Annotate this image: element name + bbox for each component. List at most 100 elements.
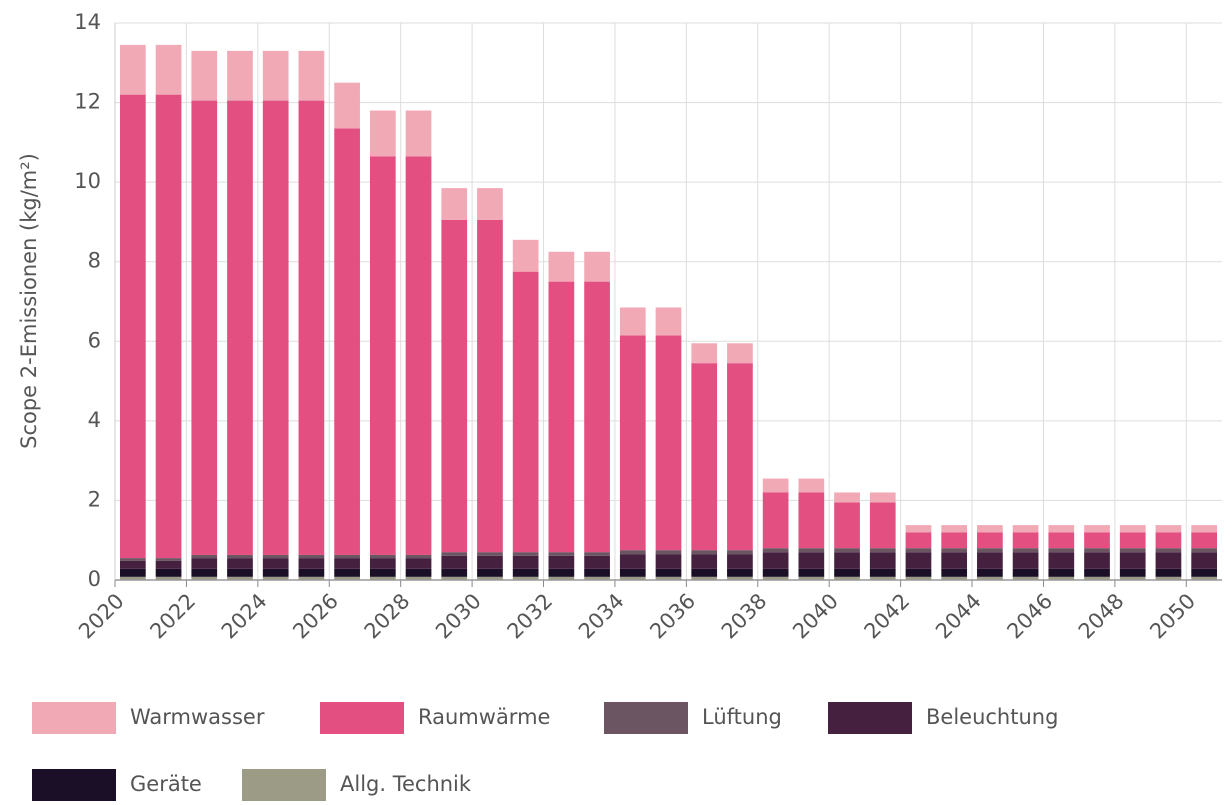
bar-segment [905, 568, 932, 577]
bar-segment [655, 576, 682, 580]
bar-segment [262, 568, 289, 577]
legend-label: Geräte [130, 772, 202, 796]
bar-segment [977, 568, 1003, 577]
bar-segment [834, 568, 860, 577]
bar-segment [262, 576, 289, 580]
bar-segment [477, 568, 503, 577]
bar-segment [369, 576, 396, 580]
bar-segment [191, 576, 218, 580]
bar-segment [905, 552, 932, 569]
bar-segment [369, 568, 396, 577]
x-tick-label: 2022 [145, 589, 200, 644]
bar-segment [262, 554, 289, 559]
x-tick-label: 2032 [503, 589, 558, 644]
bar-segment [119, 560, 146, 569]
bar-segment [762, 492, 789, 549]
bar-segment [227, 558, 253, 569]
bar-segment [941, 532, 968, 549]
legend-swatch [828, 702, 912, 734]
bar-segment [584, 576, 610, 580]
bar-segment [584, 251, 610, 282]
bar-segment [298, 100, 325, 555]
bar-segment [298, 558, 325, 569]
bar-segment [1048, 525, 1075, 533]
x-tick-label: 2024 [217, 589, 272, 644]
bar-segment [441, 188, 468, 220]
bar-segment [334, 82, 360, 129]
bar-segment [905, 576, 932, 580]
bar-segment [869, 548, 896, 553]
bar-segment [298, 568, 325, 577]
y-tick-label: 8 [88, 249, 101, 273]
bar-segment [405, 576, 432, 580]
x-tick-label: 2028 [360, 589, 415, 644]
x-tick-label: 2050 [1145, 589, 1200, 644]
legend-swatch [242, 769, 326, 801]
bar-segment [369, 156, 396, 555]
bar-segment [441, 219, 468, 553]
bar-segment [727, 568, 753, 577]
bar-segment [119, 568, 146, 577]
bar-segment [548, 251, 575, 282]
bar-segment [869, 576, 896, 580]
bar-segment [227, 100, 253, 555]
bar-segment [298, 50, 325, 101]
x-tick-label: 2026 [288, 589, 343, 644]
bar-segment [1155, 576, 1182, 580]
bar-segment [1012, 568, 1039, 577]
bar-segment [1155, 532, 1182, 549]
bar-segment [512, 576, 539, 580]
y-tick-label: 4 [88, 408, 101, 432]
legend-swatch [320, 702, 404, 734]
bar-segment [1119, 548, 1146, 553]
bar-segment [798, 492, 825, 549]
bar-segment [155, 568, 182, 577]
bar-segment [298, 554, 325, 559]
bar-segment [405, 554, 432, 559]
bar-segment [191, 558, 218, 569]
bar-segment [1155, 568, 1182, 577]
bar-segment [477, 219, 503, 553]
bar-segment [1155, 525, 1182, 533]
bar-segment [798, 548, 825, 553]
bar-segment [334, 128, 360, 555]
bar-segment [655, 568, 682, 577]
y-tick-label: 2 [88, 487, 101, 511]
bar-segment [834, 576, 860, 580]
bar-segment [727, 343, 753, 364]
legend-label: Beleuchtung [926, 705, 1058, 729]
bar-segment [227, 554, 253, 559]
bar-segment [584, 555, 610, 569]
bar-segment [119, 558, 146, 561]
legend-swatch [32, 702, 116, 734]
bar-segment [1119, 552, 1146, 569]
bar-segment [1048, 568, 1075, 577]
bar-segment [762, 478, 789, 493]
bar-segment [941, 576, 968, 580]
bar-segment [477, 576, 503, 580]
y-tick-label: 14 [74, 10, 101, 34]
bar-segment [369, 110, 396, 157]
bar-segment [262, 50, 289, 101]
bar-segment [1048, 576, 1075, 580]
legend-swatch [32, 769, 116, 801]
bar-segment [762, 552, 789, 569]
bar-segment [1191, 532, 1218, 549]
bar-segment [477, 188, 503, 220]
bar-segment [477, 555, 503, 569]
bar-segment [334, 554, 360, 559]
bar-segment [1191, 525, 1218, 533]
bar-segment [191, 50, 218, 101]
bar-segment [227, 576, 253, 580]
bar-segment [869, 492, 896, 503]
bar-segment [619, 550, 646, 555]
bar-segment [977, 532, 1003, 549]
bar-segment [155, 558, 182, 561]
bar-segment [512, 239, 539, 272]
bar-segment [691, 550, 718, 555]
bar-segment [1119, 576, 1146, 580]
bar-segment [298, 576, 325, 580]
bar-segment [727, 363, 753, 551]
bar-segment [1048, 552, 1075, 569]
